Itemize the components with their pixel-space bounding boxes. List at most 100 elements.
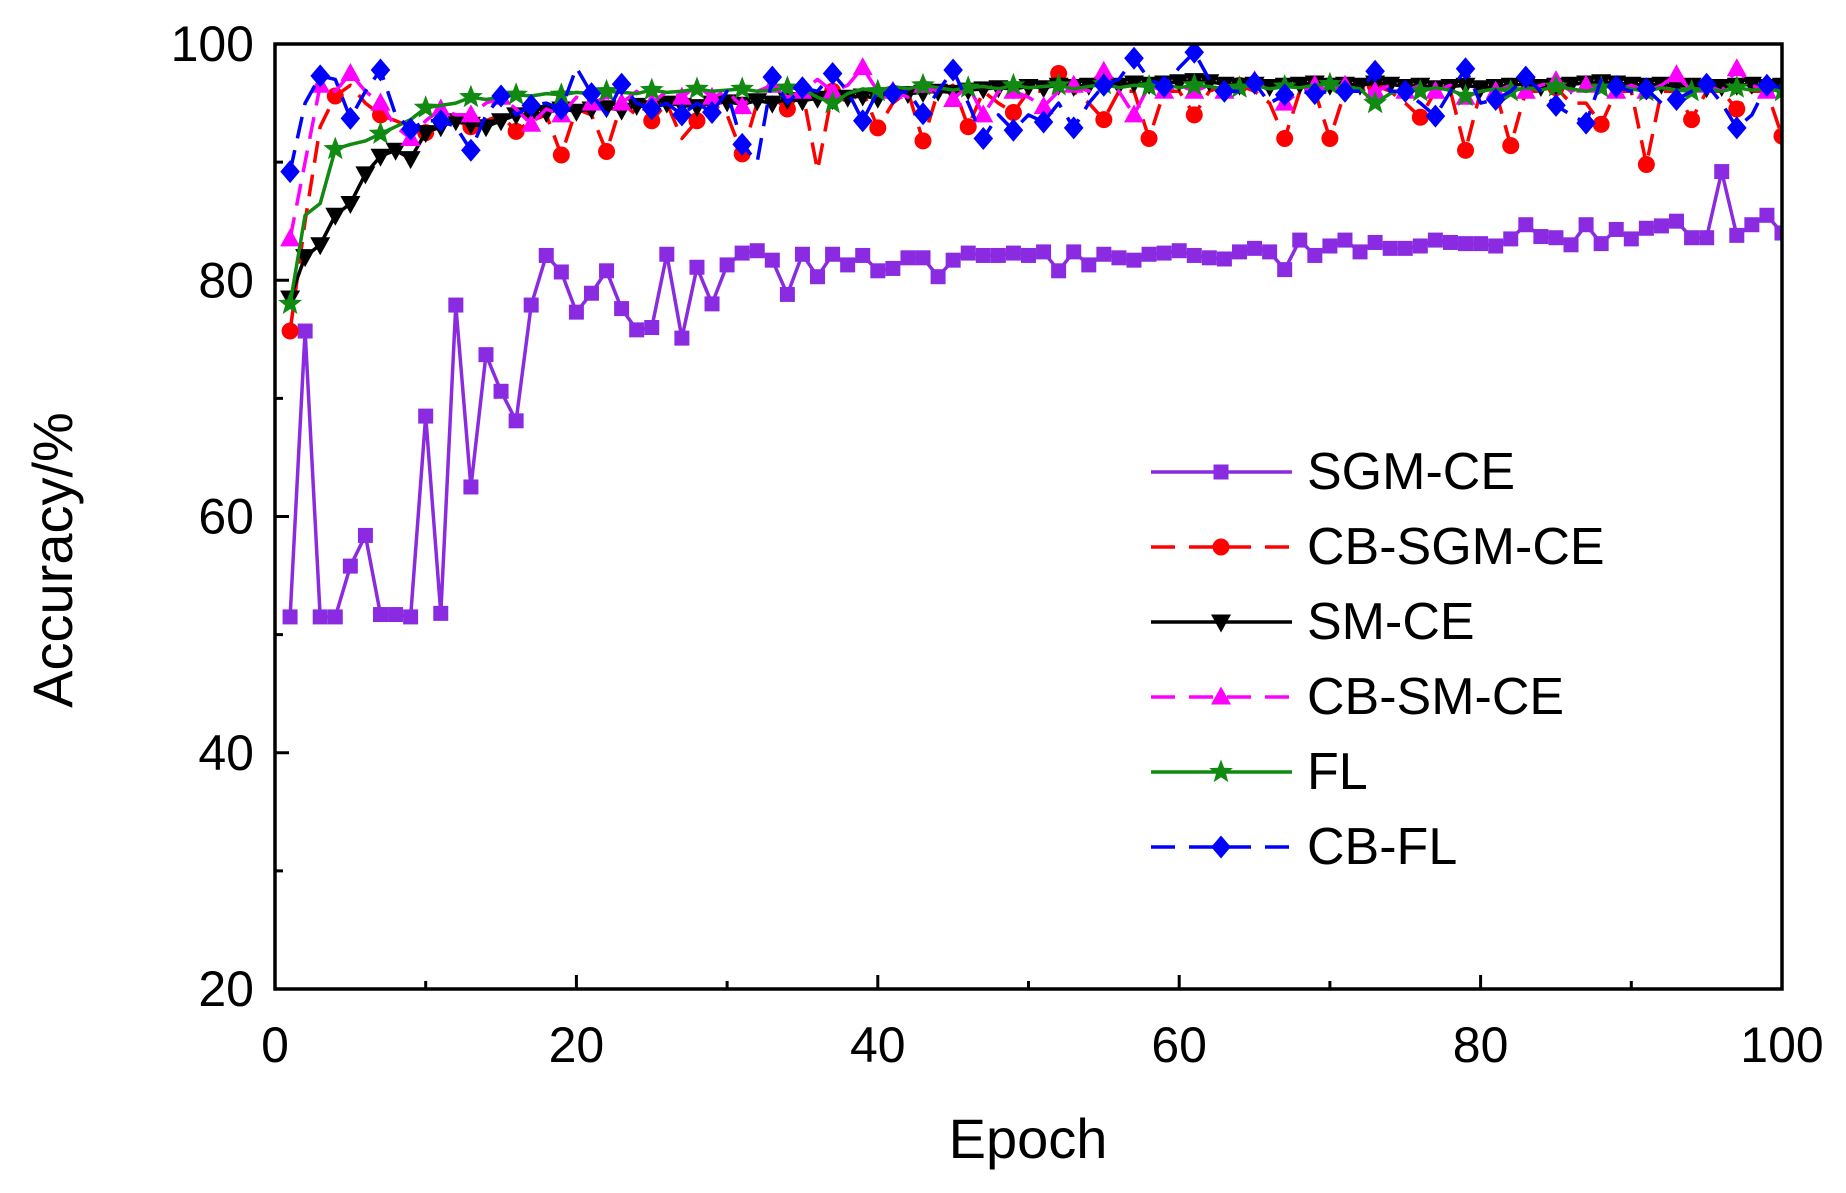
sgm-ce-point xyxy=(1412,238,1428,254)
sgm-ce-point xyxy=(1382,240,1398,256)
cb-fl-point xyxy=(1455,57,1476,81)
sgm-ce-point xyxy=(1096,246,1112,262)
sm-ce-point xyxy=(445,113,466,132)
sgm-ce-point xyxy=(1638,220,1654,236)
sgm-ce-point xyxy=(1156,245,1172,261)
cb-sgm-ce-point xyxy=(1004,104,1022,122)
cb-fl-point xyxy=(1124,46,1144,70)
sm-ce-point xyxy=(1350,77,1370,96)
legend-label-cb-fl: CB-FL xyxy=(1307,818,1457,876)
sgm-ce-point xyxy=(1021,247,1036,263)
cb-fl-point xyxy=(581,82,602,106)
sgm-ce-point xyxy=(1458,236,1474,252)
cb-sm-ce-point xyxy=(973,104,994,123)
sm-ce-point xyxy=(400,151,421,170)
legend-marker-cb-fl xyxy=(1211,835,1231,859)
sgm-ce-point xyxy=(553,264,569,280)
cb-sgm-ce-point xyxy=(598,142,616,160)
sgm-ce-point xyxy=(1442,234,1458,250)
x-tick-label: 20 xyxy=(549,1017,605,1073)
legend-label-fl: FL xyxy=(1307,743,1368,801)
sm-ce-point xyxy=(687,99,707,118)
sm-ce-point xyxy=(566,103,587,122)
cb-fl-point xyxy=(1636,77,1657,101)
cb-fl-point xyxy=(461,138,481,162)
sgm-ce-point xyxy=(930,269,946,285)
fl-point xyxy=(368,121,393,144)
cb-sgm-ce-point xyxy=(643,112,661,130)
sgm-ce-point xyxy=(689,259,705,275)
sm-ce-point xyxy=(1289,76,1310,95)
cb-fl-point xyxy=(1516,65,1536,89)
sgm-ce-point xyxy=(794,246,810,262)
fl-point xyxy=(549,82,574,105)
cb-fl-point xyxy=(1305,82,1325,106)
sgm-ce-point xyxy=(1653,218,1669,234)
cb-fl-point xyxy=(883,82,903,106)
sgm-ce-point xyxy=(975,247,991,263)
sgm-ce-point xyxy=(960,245,976,261)
sgm-ce-point xyxy=(704,296,720,312)
cb-sm-ce-point xyxy=(1033,96,1054,115)
sgm-ce-point xyxy=(614,301,630,317)
sgm-ce-point xyxy=(945,252,961,268)
cb-sgm-ce-point xyxy=(552,146,570,164)
fl-point xyxy=(775,75,800,98)
cb-sgm-ce-point xyxy=(1683,111,1701,129)
sm-ce-point xyxy=(1169,74,1190,93)
cb-fl-point xyxy=(370,58,391,82)
sgm-ce-point xyxy=(825,246,841,262)
cb-fl-point xyxy=(1546,93,1566,117)
sm-ce-point xyxy=(1741,76,1762,95)
cb-sm-ce-point xyxy=(430,98,451,117)
sgm-ce-point xyxy=(478,347,494,363)
sgm-ce-point xyxy=(418,408,434,424)
sgm-ce-point xyxy=(779,286,795,302)
sgm-ce-point xyxy=(1201,250,1217,266)
sm-ce-point xyxy=(491,113,511,132)
sgm-ce-point xyxy=(1231,244,1247,260)
cb-sm-ce-point xyxy=(671,86,692,105)
sgm-ce-point xyxy=(1608,221,1624,237)
fl-point xyxy=(1770,78,1782,102)
legend-marker-cb-sm-ce xyxy=(1211,686,1231,705)
cb-fl-point xyxy=(310,64,330,88)
fl-point xyxy=(956,75,981,98)
cb-sm-ce-point xyxy=(1726,58,1747,77)
cb-fl-point xyxy=(672,103,692,127)
y-tick-label: 80 xyxy=(198,252,254,308)
sm-ce-series xyxy=(280,73,1782,309)
cb-sgm-ce-point xyxy=(1592,115,1610,133)
legend: SGM-CE CB-SGM-CE SM-CE CB-SM-CE FL CB-FL xyxy=(1151,443,1605,876)
cb-sgm-ce-point xyxy=(1321,130,1339,147)
legend-marker-sm-ce xyxy=(1211,614,1231,633)
legend-symbols xyxy=(1151,464,1292,859)
sgm-ce-point xyxy=(1352,244,1368,260)
cb-fl-point xyxy=(822,62,843,85)
cb-sgm-ce-point xyxy=(869,119,887,137)
fl-point xyxy=(1408,78,1433,102)
cb-fl-point xyxy=(943,58,963,82)
cb-sm-ce-point xyxy=(1365,80,1386,99)
cb-sm-ce-point xyxy=(1666,64,1687,83)
cb-sgm-ce-point xyxy=(1637,155,1655,173)
sgm-ce-point xyxy=(1774,225,1782,241)
cb-fl-point xyxy=(1003,118,1024,142)
cb-sm-ce-point xyxy=(460,104,481,123)
sgm-ce-series xyxy=(282,164,1782,625)
fl-point xyxy=(1544,74,1568,97)
y-tick-label: 100 xyxy=(171,16,254,72)
cb-sgm-ce-point xyxy=(1457,141,1475,159)
sgm-ce-point xyxy=(855,247,871,263)
sgm-ce-point xyxy=(599,263,615,279)
sgm-ce-point xyxy=(342,558,358,574)
cb-fl-point xyxy=(732,132,752,156)
sm-ce-point xyxy=(762,95,783,114)
sm-ce-point xyxy=(626,97,647,116)
plot-frame xyxy=(273,42,1784,991)
sgm-ce-point xyxy=(403,609,419,625)
fl-point xyxy=(820,90,845,114)
x-axis-title: Epoch xyxy=(949,1107,1108,1170)
cb-fl-point xyxy=(521,93,541,117)
